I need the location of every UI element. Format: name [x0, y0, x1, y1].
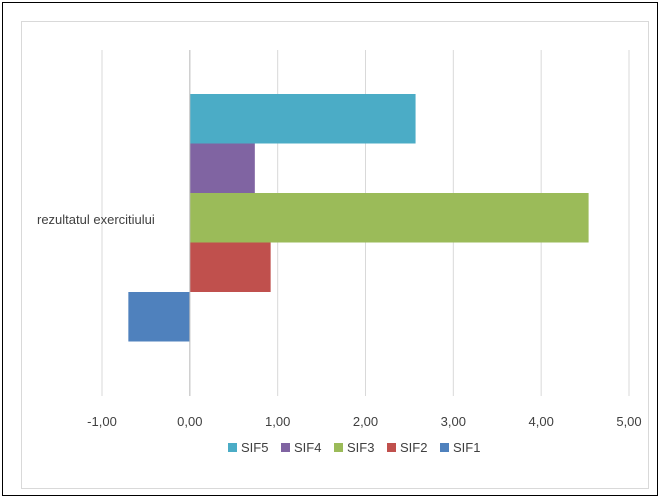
- legend-label-sif3: SIF3: [347, 440, 374, 455]
- x-tick-label: 3,00: [441, 414, 466, 429]
- x-tick-label: -1,00: [87, 414, 117, 429]
- legend-swatch-sif4: [281, 443, 290, 452]
- axis: -1,00 0,00 1,00 2,00 3,00 4,00 5,00: [87, 50, 642, 429]
- legend-label-sif4: SIF4: [294, 440, 321, 455]
- legend: SIF5 SIF4 SIF3 SIF2 SIF1: [228, 440, 480, 455]
- x-tick-label: 1,00: [265, 414, 290, 429]
- chart-area: -1,00 0,00 1,00 2,00 3,00 4,00 5,00 rezultatul…: [21, 21, 649, 489]
- bar-sif5: [189, 94, 416, 144]
- x-tick-label: 2,00: [353, 414, 378, 429]
- legend-swatch-sif5: [228, 443, 237, 452]
- legend-swatch-sif2: [387, 443, 396, 452]
- chart-frame: -1,00 0,00 1,00 2,00 3,00 4,00 5,00 rezultatul…: [2, 2, 658, 496]
- legend-swatch-sif3: [334, 443, 343, 452]
- x-tick-label: 0,00: [177, 414, 202, 429]
- bar-chart: -1,00 0,00 1,00 2,00 3,00 4,00 5,00 rezultatul…: [37, 50, 642, 455]
- legend-label-sif1: SIF1: [453, 440, 480, 455]
- bar-sif4: [189, 143, 255, 193]
- category-label: rezultatul exercitiului: [37, 212, 155, 227]
- bar-sif3: [189, 193, 589, 243]
- legend-label-sif2: SIF2: [400, 440, 427, 455]
- x-tick-label: 5,00: [616, 414, 641, 429]
- bar-sif1: [128, 292, 190, 342]
- bar-sif2: [189, 242, 271, 292]
- x-tick-label: 4,00: [529, 414, 554, 429]
- legend-swatch-sif1: [440, 443, 449, 452]
- legend-label-sif5: SIF5: [241, 440, 268, 455]
- bars: [128, 94, 589, 342]
